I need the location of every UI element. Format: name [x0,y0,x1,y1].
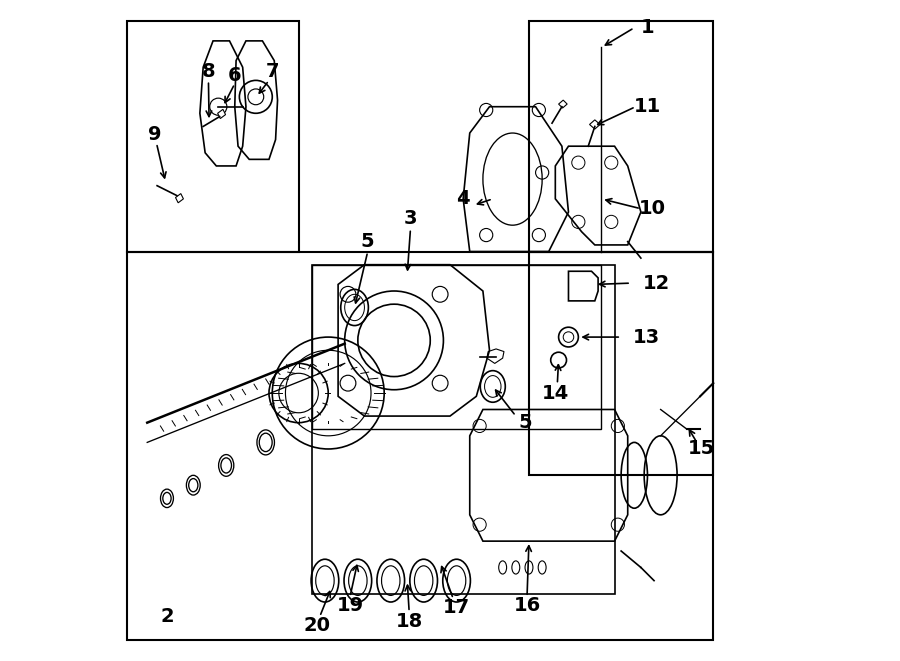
Text: 12: 12 [643,274,670,293]
Polygon shape [590,120,600,129]
Text: 13: 13 [633,328,660,346]
Text: 20: 20 [303,616,330,635]
Text: 3: 3 [404,209,418,228]
Text: 7: 7 [266,62,279,81]
Text: 15: 15 [688,440,716,459]
Text: 6: 6 [228,66,241,85]
Text: 2: 2 [160,607,174,627]
Text: 10: 10 [639,199,666,218]
Text: 8: 8 [202,62,215,81]
Text: 9: 9 [148,125,162,144]
Text: 1: 1 [641,19,654,37]
Text: 5: 5 [519,413,533,432]
Text: 11: 11 [634,97,661,116]
Text: 5: 5 [361,232,374,251]
Text: 18: 18 [396,612,423,631]
Text: 4: 4 [456,189,470,208]
Polygon shape [176,194,184,203]
Polygon shape [218,109,226,118]
Polygon shape [559,100,567,108]
Text: 16: 16 [513,596,541,615]
Text: 19: 19 [337,596,364,615]
Text: 17: 17 [443,598,470,617]
Text: 14: 14 [542,384,569,403]
